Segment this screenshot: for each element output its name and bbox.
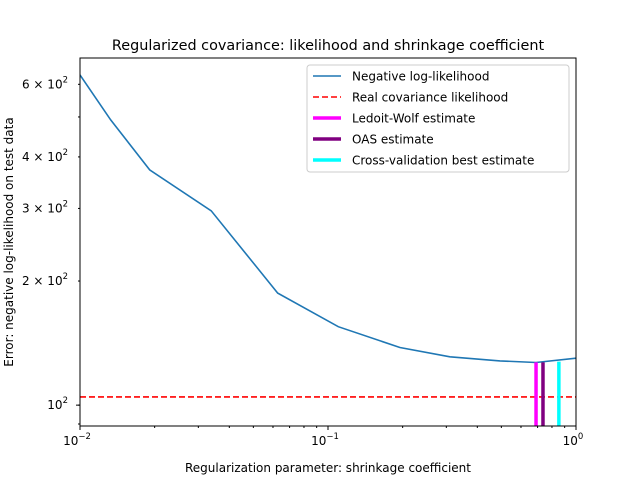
y-tick-base: 6 × 10 (22, 77, 63, 91)
y-tick-base: 2 × 10 (22, 274, 63, 288)
y-tick-label: 6 × 102 (22, 75, 68, 91)
x-tick-label: 100 (563, 432, 584, 448)
y-tick-base: 4 × 10 (22, 150, 63, 164)
y-tick-exp: 2 (63, 396, 68, 406)
plot-area (80, 74, 576, 426)
y-tick-label: 2 × 102 (22, 272, 68, 288)
series-group (80, 74, 576, 426)
y-tick-base: 10 (47, 398, 62, 412)
x-tick-base: 10 (63, 434, 78, 448)
x-tick-exp: 0 (578, 432, 583, 442)
x-axis-label: Regularization parameter: shrinkage coef… (185, 461, 471, 475)
y-tick-label: 3 × 102 (22, 199, 68, 215)
y-tick-exp: 2 (63, 75, 68, 85)
series-line-negative-log-likelihood (80, 74, 576, 364)
y-tick-base: 3 × 10 (22, 201, 63, 215)
chart-title: Regularized covariance: likelihood and s… (112, 38, 545, 54)
legend-label: Real covariance likelihood (352, 91, 508, 105)
y-tick-exp: 2 (63, 199, 68, 209)
x-tick-exp: −2 (78, 432, 91, 442)
legend-label: Cross-validation best estimate (352, 154, 534, 168)
legend: Negative log-likelihood Real covariance l… (306, 64, 570, 173)
x-tick-exp: −1 (326, 432, 339, 442)
y-tick-label: 4 × 102 (22, 148, 68, 164)
x-tick-base: 10 (311, 434, 326, 448)
y-tick-exp: 2 (63, 148, 68, 158)
y-tick-exp: 2 (63, 272, 68, 282)
y-tick-label: 102 (47, 396, 68, 412)
legend-label: Ledoit-Wolf estimate (352, 112, 475, 126)
x-tick-label: 10−1 (311, 432, 339, 448)
legend-label: Negative log-likelihood (352, 70, 489, 84)
legend-box (306, 64, 570, 173)
x-tick-label: 10−2 (63, 432, 91, 448)
y-axis-label: Error: negative log-likelihood on test d… (2, 117, 16, 366)
x-tick-base: 10 (563, 434, 578, 448)
legend-label: OAS estimate (352, 133, 434, 147)
